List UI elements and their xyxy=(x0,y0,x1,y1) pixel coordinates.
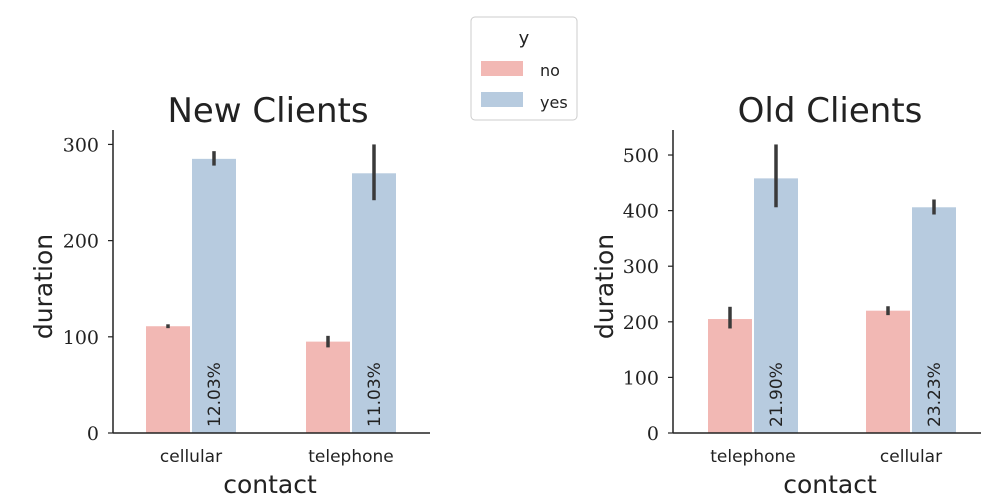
bar-no-cellular xyxy=(866,310,910,433)
x-tick-label-telephone: telephone xyxy=(710,447,796,467)
y-axis-label: duration xyxy=(590,234,619,339)
legend-label-no: no xyxy=(540,61,560,80)
legend-label-yes: yes xyxy=(540,93,568,112)
bar-no-cellular xyxy=(146,326,190,433)
chart-old-clients: Old Clients 21.90% telephone 23.23% cellular… xyxy=(590,91,981,499)
y-tick-label-500: 500 xyxy=(623,145,659,167)
y-tick-label-0: 0 xyxy=(647,423,659,445)
legend-swatch-yes xyxy=(481,92,523,107)
y-tick-label-0: 0 xyxy=(87,423,99,445)
y-tick-label-300: 300 xyxy=(623,256,659,278)
y-tick-label-200: 200 xyxy=(63,231,99,253)
x-axis-label: contact xyxy=(223,470,317,499)
y-tick-label-100: 100 xyxy=(623,367,659,389)
legend: y no yes xyxy=(470,16,578,121)
chart-title: New Clients xyxy=(167,91,368,131)
y-tick-label-400: 400 xyxy=(623,201,659,223)
bar-annotation-telephone: 21.90% xyxy=(767,362,787,427)
y-axis-label: duration xyxy=(29,234,58,339)
bar-no-telephone xyxy=(306,341,350,433)
bar-annotation-telephone: 11.03% xyxy=(365,362,385,427)
x-tick-label-cellular: cellular xyxy=(160,447,222,467)
bar-yes-cellular xyxy=(912,207,956,433)
chart-title: Old Clients xyxy=(738,91,923,131)
bar-no-telephone xyxy=(708,319,752,433)
bar-annotation-cellular: 23.23% xyxy=(925,362,945,427)
x-axis-label: contact xyxy=(783,470,877,499)
chart-new-clients: New Clients 12.03% cellular 11.03% telephone… xyxy=(29,91,430,499)
legend-swatch-no xyxy=(481,61,523,76)
x-tick-label-telephone: telephone xyxy=(308,447,394,467)
bar-annotation-cellular: 12.03% xyxy=(205,362,225,427)
bar-yes-cellular xyxy=(192,158,236,433)
y-tick-label-100: 100 xyxy=(63,327,99,349)
y-tick-label-300: 300 xyxy=(63,134,99,156)
legend-title: y xyxy=(519,28,530,49)
y-tick-label-200: 200 xyxy=(623,312,659,334)
bar-yes-telephone xyxy=(754,178,798,433)
bar-yes-telephone xyxy=(352,173,396,434)
x-tick-label-cellular: cellular xyxy=(880,447,942,467)
